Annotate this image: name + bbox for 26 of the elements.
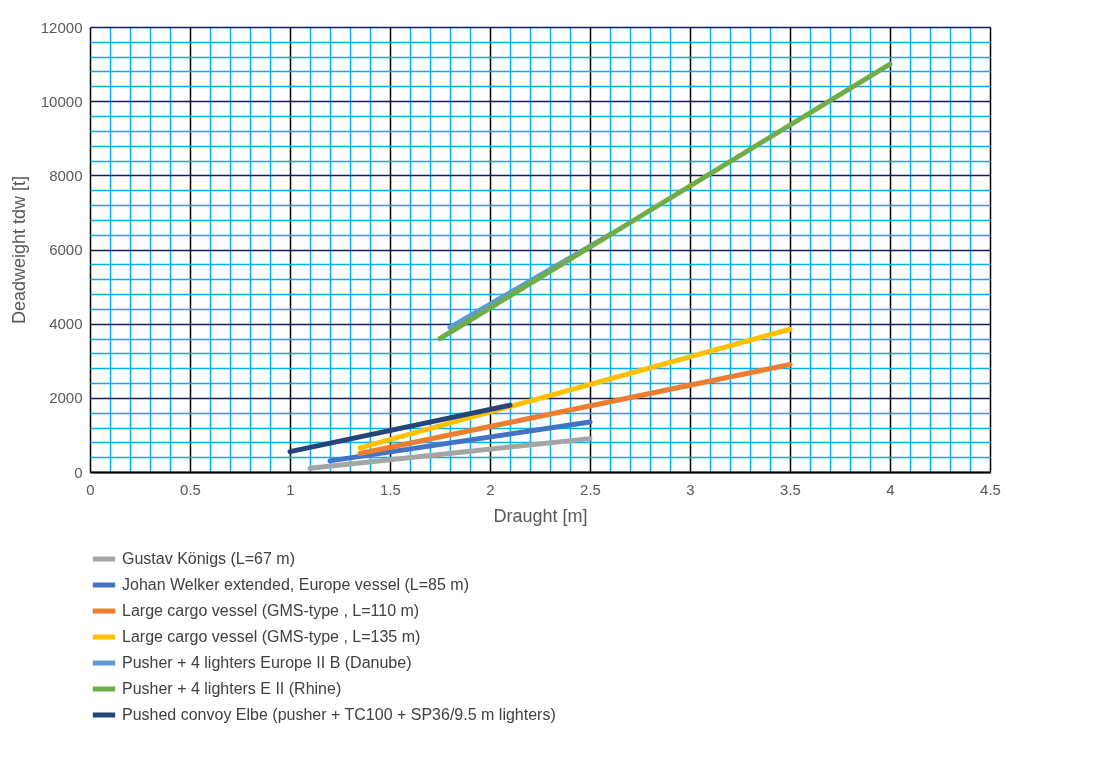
x-tick-label: 0.5 [180, 480, 201, 498]
legend-label: Johan Welker extended, Europe vessel (L=85 m) [122, 576, 470, 593]
legend-label: Pusher + 4 lighters E II (Rhine) [122, 680, 342, 697]
y-tick-label: 4000 [49, 315, 83, 333]
legend-label: Pushed convoy Elbe (pusher + TC100 + SP36/9.5 m lighters) [122, 706, 556, 723]
legend-label: Large cargo vessel (GMS-type , L=135 m) [122, 628, 421, 645]
legend-label: Large cargo vessel (GMS-type , L=110 m) [122, 602, 420, 619]
x-tick-label: 4 [886, 480, 895, 498]
y-tick-label: 6000 [49, 241, 83, 258]
x-tick-label: 2.5 [580, 480, 601, 498]
y-tick-label: 12000 [40, 18, 83, 36]
y-axis-title: Deadweight tdw [t] [8, 175, 29, 325]
x-tick-label: 1 [286, 480, 295, 498]
x-axis-title: Draught [m] [493, 505, 588, 526]
x-tick-label: 0 [86, 480, 95, 498]
x-tick-label: 2 [486, 480, 495, 498]
y-tick-label: 0 [74, 463, 83, 481]
x-tick-label: 4.5 [980, 480, 1001, 498]
y-tick-label: 8000 [49, 166, 83, 184]
x-tick-label: 3.5 [780, 480, 801, 498]
legend-label: Pusher + 4 lighters Europe II B (Danube) [122, 654, 412, 671]
legend-label: Gustav Königs (L=67 m) [122, 550, 295, 567]
x-tick-label: 1.5 [380, 480, 401, 498]
x-tick-label: 3 [686, 480, 695, 498]
y-tick-label: 2000 [49, 389, 83, 407]
y-tick-label: 10000 [40, 92, 83, 110]
